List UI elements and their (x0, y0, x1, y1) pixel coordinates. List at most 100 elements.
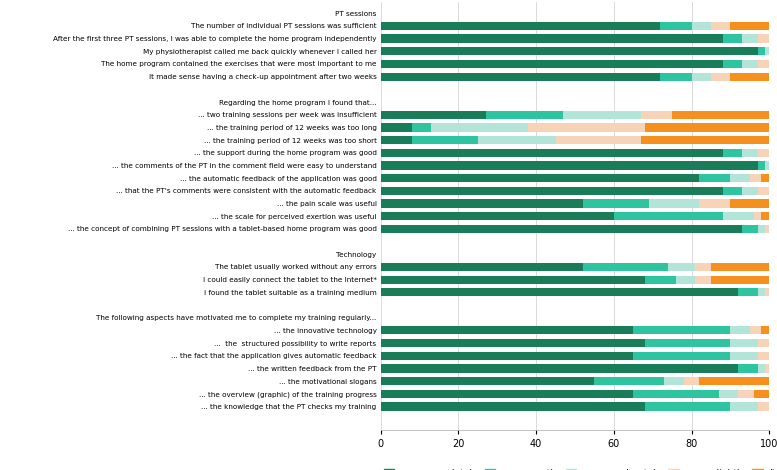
Bar (381, 199, 583, 208)
Bar (660, 72, 692, 81)
Bar (754, 212, 761, 220)
Bar (711, 22, 730, 30)
Bar (758, 339, 769, 347)
Bar (758, 402, 769, 411)
Bar (381, 288, 738, 297)
Bar (730, 72, 769, 81)
Bar (672, 110, 769, 119)
Bar (742, 34, 758, 43)
Bar (381, 275, 645, 284)
Bar (381, 161, 758, 170)
Bar (381, 34, 723, 43)
Bar (750, 174, 761, 182)
Bar (583, 263, 668, 271)
Bar (758, 352, 769, 360)
Bar (765, 225, 769, 233)
Bar (381, 212, 614, 220)
Bar (723, 187, 742, 195)
Bar (723, 212, 754, 220)
Bar (711, 72, 730, 81)
Bar (641, 136, 769, 144)
Bar (765, 364, 769, 373)
Bar (431, 123, 528, 132)
Bar (381, 364, 738, 373)
Bar (381, 263, 583, 271)
Bar (633, 352, 730, 360)
Bar (742, 187, 758, 195)
Bar (742, 225, 758, 233)
Bar (664, 377, 684, 385)
Bar (730, 199, 769, 208)
Bar (641, 110, 672, 119)
Bar (761, 212, 769, 220)
Bar (381, 60, 723, 68)
Bar (738, 390, 754, 398)
Bar (486, 110, 563, 119)
Bar (758, 161, 765, 170)
Bar (381, 390, 633, 398)
Bar (730, 352, 758, 360)
Bar (711, 263, 769, 271)
Bar (758, 149, 769, 157)
Bar (594, 377, 664, 385)
Bar (381, 225, 742, 233)
Bar (645, 339, 730, 347)
Bar (723, 34, 742, 43)
Bar (699, 199, 730, 208)
Bar (381, 47, 758, 55)
Bar (761, 174, 769, 182)
Bar (381, 187, 723, 195)
Bar (692, 72, 711, 81)
Bar (381, 352, 633, 360)
Bar (761, 326, 769, 335)
Bar (583, 199, 649, 208)
Bar (695, 263, 711, 271)
Bar (478, 136, 556, 144)
Bar (381, 339, 645, 347)
Bar (381, 110, 486, 119)
Bar (742, 60, 758, 68)
Bar (676, 275, 695, 284)
Bar (758, 364, 765, 373)
Bar (758, 34, 769, 43)
Bar (381, 136, 412, 144)
Bar (758, 47, 765, 55)
Bar (412, 136, 478, 144)
Bar (381, 123, 412, 132)
Bar (758, 187, 769, 195)
Bar (750, 326, 761, 335)
Bar (556, 136, 641, 144)
Bar (381, 174, 699, 182)
Bar (660, 22, 692, 30)
Bar (633, 326, 730, 335)
Bar (649, 199, 699, 208)
Bar (730, 22, 769, 30)
Bar (563, 110, 641, 119)
Bar (633, 390, 719, 398)
Bar (765, 47, 769, 55)
Bar (719, 390, 738, 398)
Bar (381, 326, 633, 335)
Bar (730, 402, 758, 411)
Bar (723, 60, 742, 68)
Bar (528, 123, 645, 132)
Bar (758, 288, 765, 297)
Bar (699, 174, 730, 182)
Bar (730, 339, 758, 347)
Bar (730, 326, 750, 335)
Bar (742, 149, 758, 157)
Bar (699, 377, 769, 385)
Bar (381, 402, 645, 411)
Bar (765, 288, 769, 297)
Bar (730, 174, 750, 182)
Bar (754, 390, 769, 398)
Bar (695, 275, 711, 284)
Bar (412, 123, 431, 132)
Bar (738, 364, 758, 373)
Bar (645, 123, 769, 132)
Bar (765, 161, 769, 170)
Bar (645, 275, 676, 284)
Bar (668, 263, 695, 271)
Bar (758, 225, 765, 233)
Bar (645, 402, 730, 411)
